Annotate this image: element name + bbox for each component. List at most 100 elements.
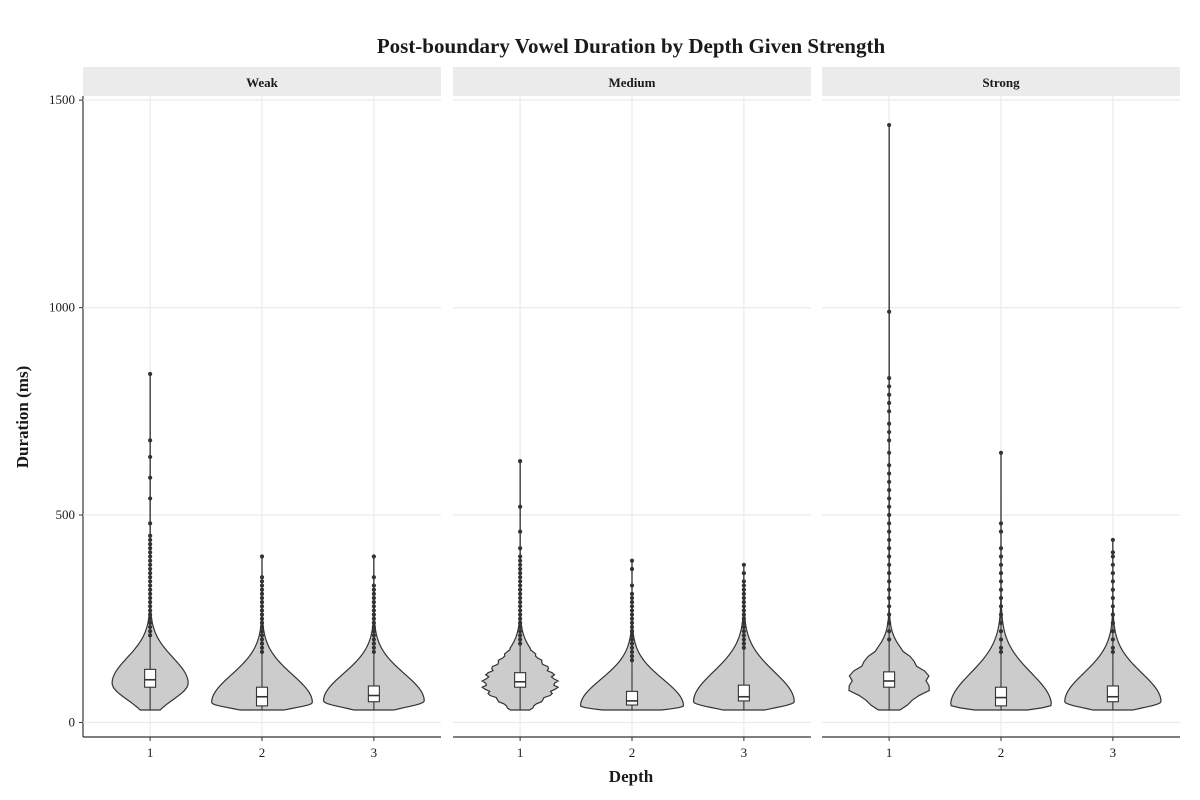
outlier-point (148, 438, 153, 443)
outlier-point (887, 504, 892, 509)
outlier-point (371, 633, 376, 638)
outlier-point (629, 633, 635, 638)
outlier-point (1110, 645, 1115, 650)
facet-strip (83, 67, 441, 96)
outlier-point (148, 371, 153, 377)
outlier-point (148, 624, 153, 630)
outlier-point (148, 620, 153, 626)
outlier-point (887, 604, 892, 609)
outlier-point (518, 633, 523, 638)
outlier-point (741, 624, 746, 630)
x-tick-label: 1 (147, 745, 154, 760)
outlier-point (998, 450, 1004, 455)
outlier-point (259, 554, 265, 559)
outlier-point (741, 562, 746, 567)
outlier-point (887, 521, 892, 526)
outlier-point (1110, 537, 1115, 543)
outlier-point (148, 591, 153, 596)
outlier-point (887, 471, 892, 476)
outlier-point (629, 604, 635, 609)
outlier-point (371, 629, 376, 634)
outlier-point (887, 488, 892, 493)
outlier-point (259, 583, 265, 588)
violin-group (579, 558, 685, 711)
outlier-point (887, 620, 892, 626)
outlier-point (148, 608, 153, 613)
outlier-point (741, 579, 746, 584)
box-iqr (367, 685, 380, 703)
outlier-point (371, 591, 376, 596)
panels-layer: 0 500 1000 1500 Weak 1 2 3 Medium 1 2 3 Strong 1 2 3 (49, 67, 1180, 760)
violin-group (111, 371, 189, 711)
outlier-point (259, 579, 265, 584)
outlier-point (998, 595, 1004, 601)
chart-title: Post-boundary Vowel Duration by Depth Gi… (377, 34, 886, 58)
outlier-point (148, 533, 153, 538)
y-axis-title: Duration (ms) (13, 366, 32, 468)
violin-group (480, 459, 560, 711)
outlier-point (629, 558, 635, 563)
outlier-point (741, 629, 746, 634)
outlier-point (741, 604, 746, 609)
outlier-point (629, 645, 635, 650)
outlier-point (518, 459, 523, 464)
outlier-point (629, 616, 635, 621)
outlier-point (518, 600, 523, 605)
outlier-point (629, 653, 635, 659)
outlier-point (629, 620, 635, 626)
outlier-point (148, 454, 153, 460)
outlier-point (1110, 637, 1115, 642)
x-tick-label: 1 (517, 745, 524, 760)
outlier-point (148, 537, 153, 543)
outlier-point (259, 629, 265, 634)
outlier-point (629, 624, 635, 630)
outlier-point (371, 616, 376, 621)
outlier-point (518, 558, 523, 563)
outlier-point (629, 595, 635, 601)
outlier-point (1110, 562, 1115, 567)
outlier-point (998, 521, 1004, 526)
outlier-point (998, 587, 1004, 592)
outlier-point (887, 629, 892, 634)
outlier-point (629, 566, 635, 572)
outlier-point (1110, 587, 1115, 592)
y-tick-label: 0 (69, 714, 76, 729)
outlier-point (518, 595, 523, 601)
outlier-point (518, 562, 523, 567)
outlier-point (741, 637, 746, 642)
outlier-point (741, 620, 746, 626)
outlier-point (371, 649, 376, 655)
x-tick-label: 2 (259, 745, 266, 760)
outlier-point (518, 616, 523, 621)
outlier-point (259, 641, 265, 646)
outlier-point (259, 616, 265, 621)
outlier-point (887, 546, 892, 551)
outlier-point (259, 604, 265, 609)
outlier-point (629, 591, 635, 596)
outlier-point (148, 616, 153, 621)
outlier-point (741, 645, 746, 650)
outlier-point (371, 583, 376, 588)
outlier-point (998, 629, 1004, 634)
facet-strip-label: Strong (982, 75, 1020, 90)
outlier-point (148, 600, 153, 605)
outlier-point (887, 392, 892, 397)
box-iqr (737, 684, 750, 702)
outlier-point (518, 624, 523, 630)
outlier-point (887, 537, 892, 543)
outlier-point (629, 608, 635, 613)
outlier-point (259, 591, 265, 596)
outlier-point (887, 429, 892, 435)
violin-group (848, 122, 930, 711)
outlier-point (887, 612, 892, 617)
outlier-point (998, 554, 1004, 559)
y-tick-label: 500 (56, 507, 76, 522)
outlier-point (518, 529, 523, 534)
outlier-point (371, 575, 376, 580)
outlier-point (518, 608, 523, 613)
outlier-point (148, 558, 153, 563)
outlier-point (741, 587, 746, 592)
outlier-point (629, 612, 635, 617)
outlier-point (1110, 554, 1115, 559)
facet-strip (453, 67, 811, 96)
